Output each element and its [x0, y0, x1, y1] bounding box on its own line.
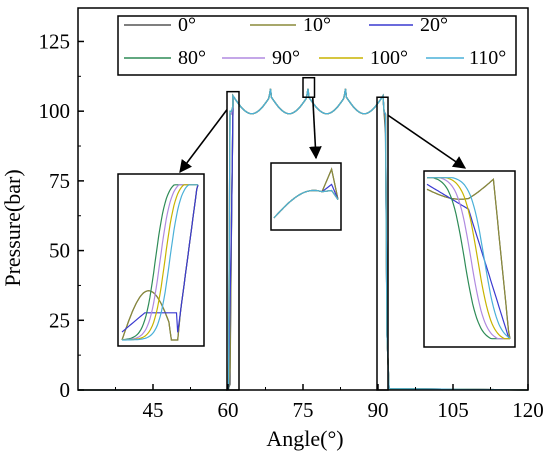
inset-arrow-1 — [308, 97, 322, 160]
y-tick-label-2: 50 — [49, 239, 70, 263]
x-tick-label-0: 45 — [143, 398, 164, 422]
inset-2-series-6 — [427, 177, 511, 339]
inset-panel-0 — [117, 173, 205, 347]
inset-0-series-6 — [122, 184, 198, 341]
legend-label-4: 90° — [272, 47, 300, 69]
legend-label-3: 80° — [178, 47, 206, 69]
legend-label-1: 10° — [303, 14, 331, 36]
inset-arrow-2 — [387, 114, 467, 169]
legend-box — [117, 15, 517, 76]
x-tick-label-5: 120 — [512, 398, 544, 422]
y-axis-label: Pressure(bar) — [0, 169, 25, 286]
y-tick-label-4: 100 — [39, 99, 71, 123]
inset-1-series-6 — [273, 189, 339, 219]
x-tick-label-4: 105 — [437, 398, 469, 422]
legend-label-2: 20° — [420, 14, 448, 36]
inset-2-series-1 — [426, 178, 511, 339]
series-line-6 — [78, 88, 528, 391]
legend: 0° 10° 20° 80° 90° 100° 110° — [117, 14, 517, 76]
y-tick-label-3: 75 — [49, 169, 70, 193]
y-tick-label-5: 125 — [39, 29, 71, 53]
inset-0-series-2 — [121, 184, 199, 333]
x-tick-label-1: 60 — [218, 398, 239, 422]
x-tick-label-3: 90 — [368, 398, 389, 422]
x-tick-label-2: 75 — [293, 398, 314, 422]
y-tick-label-0: 0 — [60, 378, 71, 402]
inset-arrow-0 — [179, 109, 228, 174]
legend-label-0: 0° — [178, 14, 196, 36]
plot-area — [78, 88, 528, 391]
x-axis-label: Angle(°) — [266, 426, 343, 451]
marker-box-plateau-peak — [302, 76, 316, 98]
legend-label-5: 100° — [370, 47, 408, 69]
y-tick-label-1: 25 — [49, 308, 70, 332]
axes: 45 60 75 90 105 120 0 25 50 75 100 125 — [39, 7, 544, 422]
legend-label-6: 110° — [469, 47, 506, 69]
inset-panel-2 — [423, 170, 516, 348]
inset-2-series-3 — [427, 177, 510, 340]
